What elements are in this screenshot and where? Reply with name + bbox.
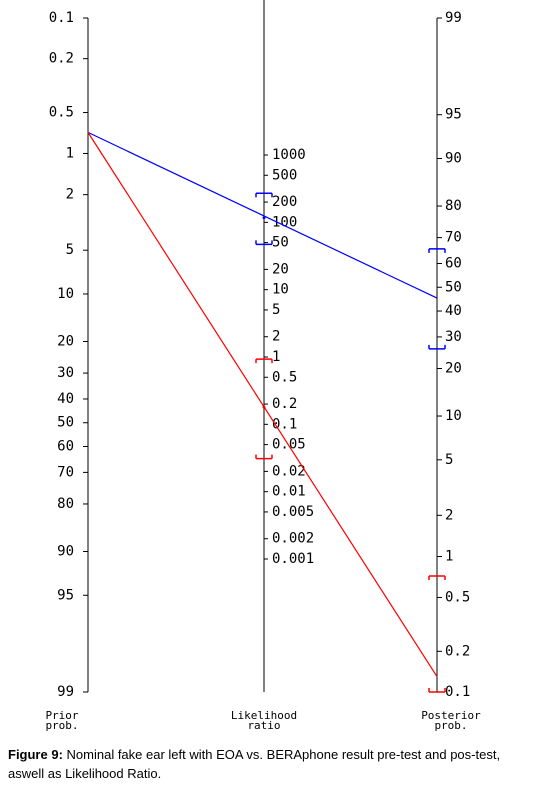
tick-label: 50 bbox=[445, 279, 462, 295]
tick-label: 500 bbox=[272, 167, 297, 183]
tick-label: 0.005 bbox=[272, 504, 314, 520]
tick-label: 0.2 bbox=[272, 396, 297, 412]
chart: 0.10.20.51251020304050607080909599100050… bbox=[45, 0, 481, 732]
tick-label: 10 bbox=[57, 286, 74, 302]
tick-label: 0.02 bbox=[272, 463, 306, 479]
axis-label: Likelihood bbox=[231, 709, 297, 722]
tick-label: 20 bbox=[445, 361, 462, 377]
tick-label: 2 bbox=[272, 329, 280, 345]
tick-label: 30 bbox=[445, 329, 462, 345]
tick-label: 1 bbox=[66, 145, 74, 161]
tick-label: 90 bbox=[445, 151, 462, 167]
tick-label: 2 bbox=[66, 187, 74, 203]
tick-label: 0.1 bbox=[445, 684, 470, 700]
lr-ci bbox=[255, 454, 273, 460]
tick-label: 40 bbox=[57, 391, 74, 407]
tick-label: 1 bbox=[272, 349, 280, 365]
tick-label: 0.002 bbox=[272, 531, 314, 547]
tick-label: 5 bbox=[445, 452, 453, 468]
tick-label: 40 bbox=[445, 303, 462, 319]
tick-label: 0.2 bbox=[445, 643, 470, 659]
tick-label: 1000 bbox=[272, 147, 306, 163]
lr-ci bbox=[255, 358, 273, 364]
tick-label: 0.5 bbox=[49, 105, 74, 121]
lr-ci bbox=[255, 240, 273, 246]
tick-label: 70 bbox=[57, 464, 74, 480]
tick-label: 20 bbox=[272, 261, 289, 277]
axis-label: ratio bbox=[247, 719, 280, 732]
lr-point bbox=[262, 216, 266, 220]
tick-label: 60 bbox=[445, 256, 462, 272]
tick-label: 80 bbox=[445, 198, 462, 214]
lr-point bbox=[262, 405, 266, 409]
tick-label: 99 bbox=[57, 684, 74, 700]
tick-label: 5 bbox=[272, 302, 280, 318]
tick-label: 0.001 bbox=[272, 551, 314, 567]
tick-label: 60 bbox=[57, 438, 74, 454]
tick-label: 95 bbox=[57, 587, 74, 603]
lr-ci bbox=[255, 192, 273, 198]
tick-label: 95 bbox=[445, 107, 462, 123]
axis-label: prob. bbox=[45, 719, 78, 732]
tick-label: 0.1 bbox=[49, 10, 74, 26]
axis-label: Posterior bbox=[421, 709, 481, 722]
tick-label: 1 bbox=[445, 549, 453, 565]
posttest-ci bbox=[428, 344, 446, 350]
caption: Figure 9: Nominal fake ear left with EOA… bbox=[8, 745, 533, 783]
caption-label: Figure 9: bbox=[8, 747, 63, 762]
tick-label: 50 bbox=[57, 415, 74, 431]
axis-label: prob. bbox=[434, 719, 467, 732]
tick-label: 70 bbox=[445, 230, 462, 246]
tick-label: 0.5 bbox=[272, 369, 297, 385]
caption-text: Nominal fake ear left with EOA vs. BERAp… bbox=[8, 747, 501, 781]
axis-label: Prior bbox=[45, 709, 78, 722]
nomogram-line bbox=[87, 131, 438, 299]
tick-label: 100 bbox=[272, 214, 297, 230]
tick-label: 2 bbox=[445, 507, 453, 523]
tick-label: 0.5 bbox=[445, 589, 470, 605]
tick-label: 200 bbox=[272, 194, 297, 210]
tick-label: 50 bbox=[272, 235, 289, 251]
nomogram-line bbox=[87, 132, 438, 677]
posttest-ci bbox=[428, 688, 446, 693]
tick-label: 10 bbox=[445, 408, 462, 424]
posttest-ci bbox=[428, 248, 446, 253]
tick-label: 5 bbox=[66, 242, 74, 258]
posttest-ci bbox=[428, 575, 446, 580]
tick-label: 10 bbox=[272, 282, 289, 298]
tick-label: 99 bbox=[445, 10, 462, 26]
tick-label: 80 bbox=[57, 496, 74, 512]
tick-label: 90 bbox=[57, 543, 74, 559]
tick-label: 20 bbox=[57, 333, 74, 349]
tick-label: 0.01 bbox=[272, 484, 306, 500]
tick-label: 0.2 bbox=[49, 51, 74, 67]
tick-label: 30 bbox=[57, 365, 74, 381]
